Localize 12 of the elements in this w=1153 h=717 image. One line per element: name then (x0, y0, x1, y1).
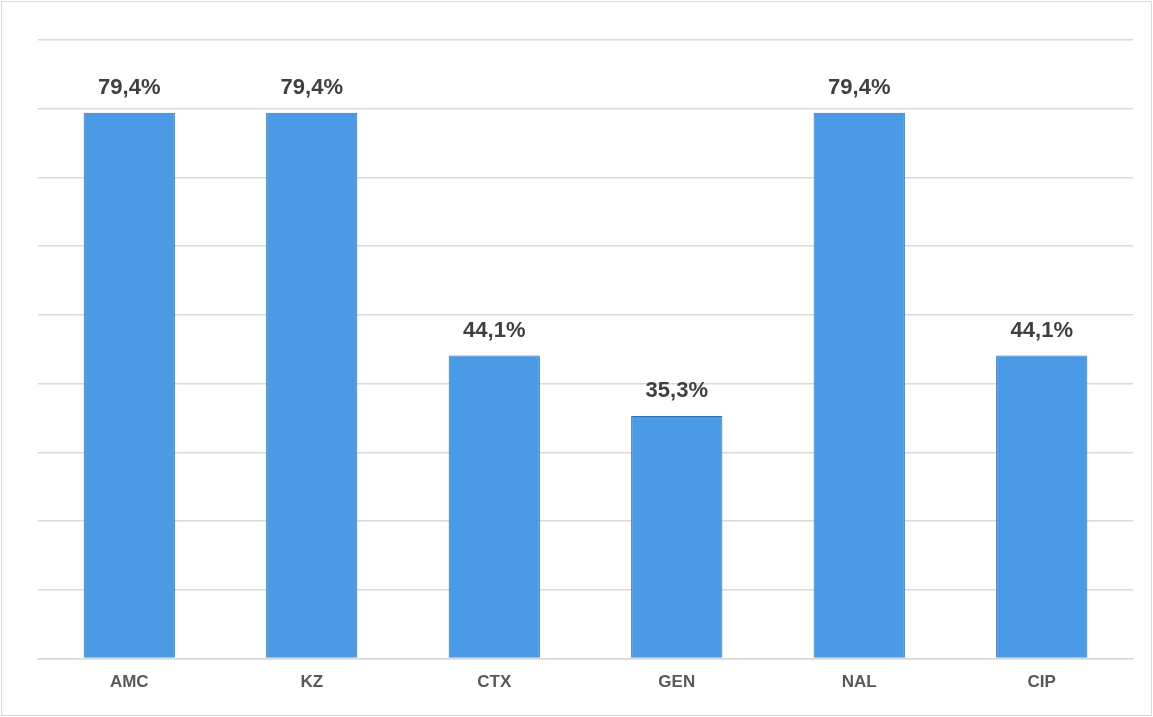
data-label: 79,4% (280, 73, 343, 99)
x-tick-label: CTX (477, 672, 512, 692)
x-tick-label: GEN (658, 672, 696, 692)
x-tick-label: NAL (841, 672, 877, 692)
data-label: 44,1% (463, 316, 526, 342)
x-tick-label: AMC (109, 672, 149, 692)
x-tick-label: KZ (300, 672, 324, 692)
data-label: 35,3% (645, 377, 708, 403)
x-tick-label: CIP (1027, 672, 1056, 692)
data-label: 79,4% (828, 73, 891, 99)
data-label: 44,1% (1010, 316, 1073, 342)
data-label: 79,4% (98, 73, 161, 99)
